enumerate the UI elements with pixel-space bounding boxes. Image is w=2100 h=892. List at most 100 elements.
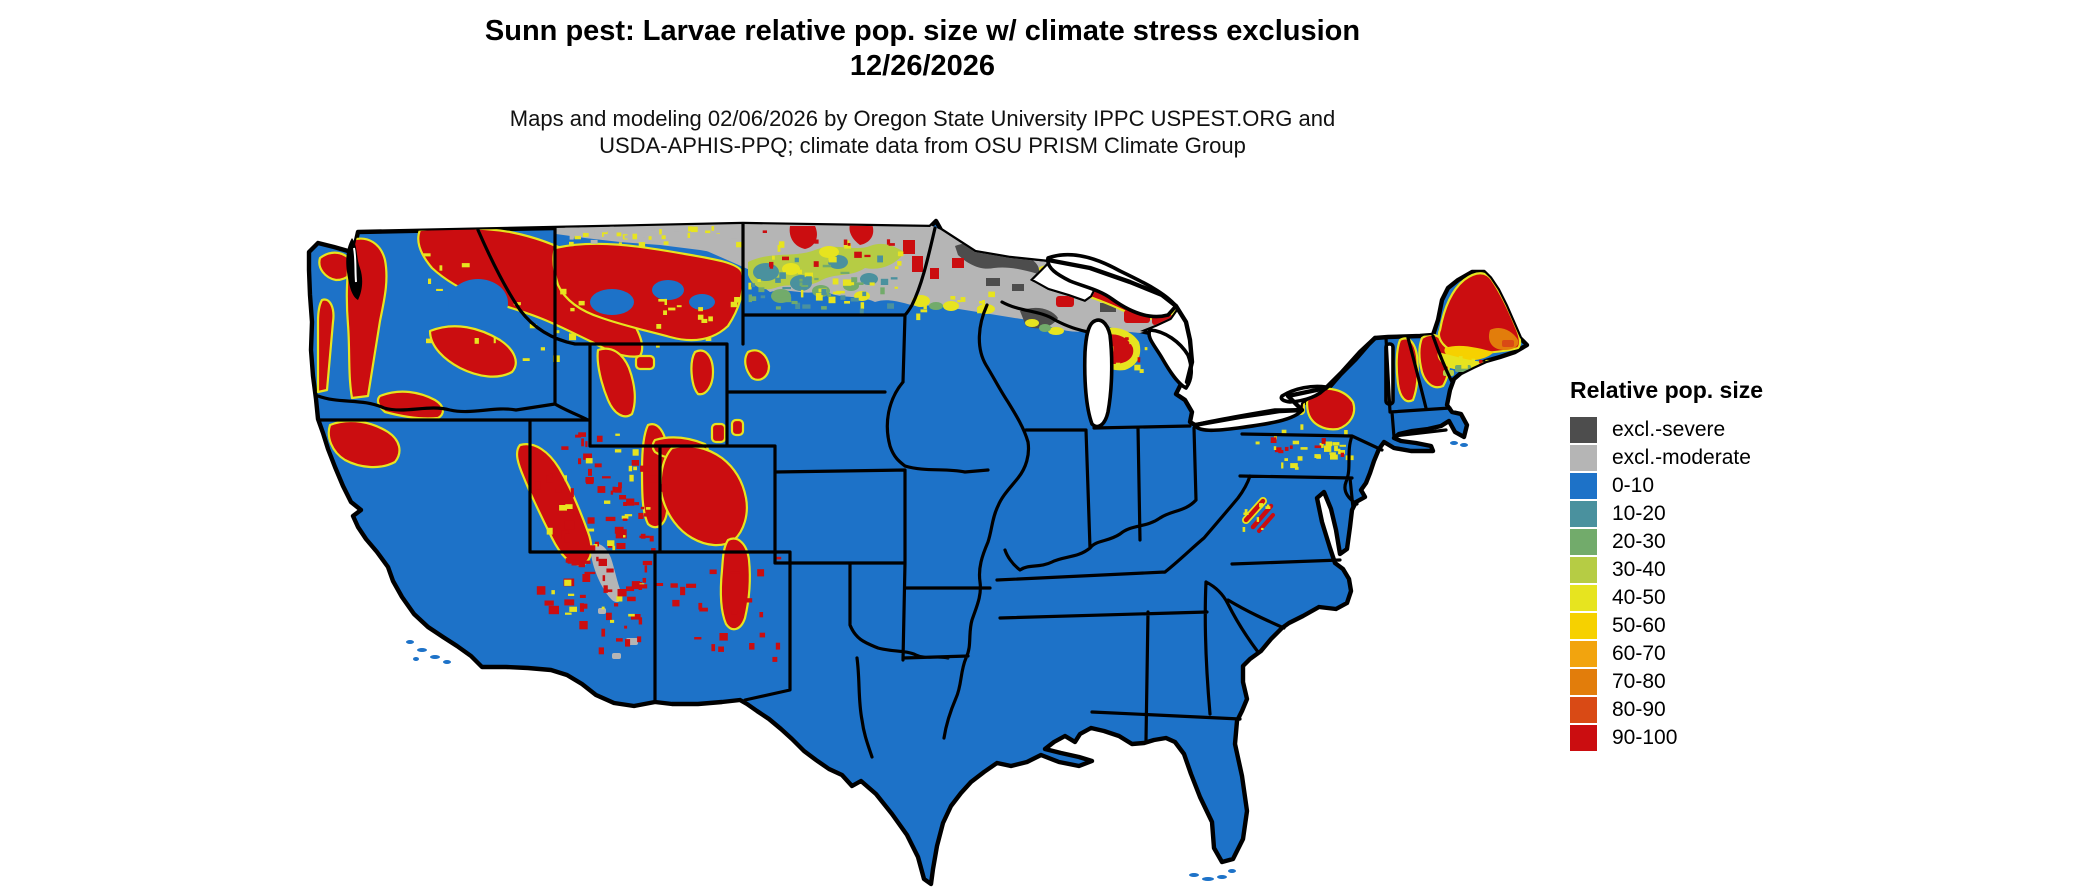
- speckle: [569, 234, 574, 240]
- speckle: [644, 565, 648, 573]
- speckle: [642, 560, 653, 566]
- speckle: [1339, 444, 1346, 447]
- speckle: [616, 638, 623, 642]
- speckle: [1314, 445, 1322, 449]
- speckle: [428, 278, 432, 284]
- speckle: [564, 579, 572, 586]
- speckle: [619, 495, 627, 500]
- speckle: [575, 434, 582, 438]
- speckle: [1300, 447, 1308, 450]
- speckle: [640, 506, 645, 510]
- speckle: [656, 324, 662, 329]
- speckle: [828, 296, 836, 304]
- speckle: [794, 257, 799, 263]
- speckle: [1344, 430, 1348, 435]
- raster-speckles: [423, 225, 1520, 662]
- speckle: [651, 548, 656, 551]
- speckle: [801, 285, 809, 287]
- speckle: [782, 287, 791, 290]
- speckle: [769, 262, 774, 269]
- speckle: [777, 245, 781, 252]
- speckle: [632, 233, 638, 240]
- speckle: [633, 466, 637, 471]
- legend-label: 10-20: [1612, 502, 1666, 525]
- speckle: [493, 336, 496, 344]
- speckle: [648, 236, 652, 240]
- speckle: [709, 569, 717, 575]
- speckle: [749, 643, 755, 650]
- speckle: [565, 504, 573, 509]
- legend-row: 60-70: [1570, 641, 1763, 667]
- speckle: [642, 577, 647, 583]
- speckle: [1324, 445, 1332, 452]
- speckle: [1256, 517, 1260, 522]
- speckle: [1332, 442, 1340, 446]
- speckle: [658, 484, 667, 492]
- speckle: [548, 605, 559, 615]
- speckle: [572, 228, 575, 235]
- speckle: [1284, 446, 1289, 451]
- red-wyoming-ranges: [596, 347, 636, 418]
- speckle: [564, 520, 575, 530]
- speckle: [711, 644, 716, 652]
- speckle: [1483, 363, 1488, 368]
- speckle: [698, 307, 703, 312]
- speckle: [631, 460, 639, 466]
- offshore-islands: [406, 441, 1468, 881]
- puget-sound: [346, 238, 363, 300]
- severe-speck: [986, 278, 1000, 286]
- speckle: [736, 241, 743, 248]
- speckle: [705, 338, 712, 341]
- speckle: [775, 277, 781, 283]
- legend-swatch-30-40: [1570, 557, 1597, 583]
- speckle: [757, 279, 761, 282]
- speckle: [594, 229, 599, 236]
- speckle: [474, 338, 479, 344]
- speckle: [604, 589, 613, 593]
- severe-speck: [1100, 303, 1116, 312]
- speckle: [1500, 361, 1504, 367]
- speckle: [561, 446, 569, 450]
- legend-label: excl.-moderate: [1612, 446, 1751, 469]
- blue-hole-mt: [652, 280, 684, 300]
- speckle: [637, 636, 642, 643]
- speckle: [714, 234, 721, 240]
- speckle: [601, 606, 605, 610]
- speckle: [582, 560, 591, 564]
- speckle: [544, 600, 554, 606]
- speckle: [569, 606, 577, 612]
- speckle: [1321, 438, 1326, 444]
- speckle: [598, 647, 604, 655]
- speckle: [758, 287, 765, 293]
- speckle: [920, 309, 928, 313]
- map-title-line1: Sunn pest: Larvae relative pop. size w/ …: [484, 15, 1361, 47]
- speckle: [1502, 364, 1508, 370]
- red-klamath: [327, 419, 401, 469]
- speckle: [1137, 357, 1141, 363]
- speckle: [1114, 353, 1117, 358]
- legend-label: 30-40: [1612, 558, 1666, 581]
- legend-label: 60-70: [1612, 642, 1666, 665]
- speckle: [618, 242, 622, 245]
- speckle: [759, 632, 766, 638]
- speckle: [626, 498, 635, 506]
- speckle: [894, 286, 898, 289]
- speckle: [612, 486, 616, 493]
- speckle: [734, 297, 740, 303]
- speckle: [1281, 462, 1284, 469]
- speckle: [579, 594, 586, 598]
- speckle: [850, 297, 859, 302]
- legend-swatch-0-10: [1570, 473, 1597, 499]
- speckle: [1244, 509, 1248, 514]
- speckle: [1461, 364, 1468, 369]
- speckle: [645, 507, 651, 510]
- speckle: [880, 278, 889, 285]
- legend-label: 0-10: [1612, 474, 1655, 497]
- speckle: [1297, 456, 1303, 461]
- speckle: [760, 295, 766, 299]
- speckle: [614, 487, 622, 493]
- speckle: [638, 617, 643, 625]
- speckle: [606, 612, 612, 621]
- speckle: [847, 243, 851, 246]
- speckle: [686, 583, 697, 588]
